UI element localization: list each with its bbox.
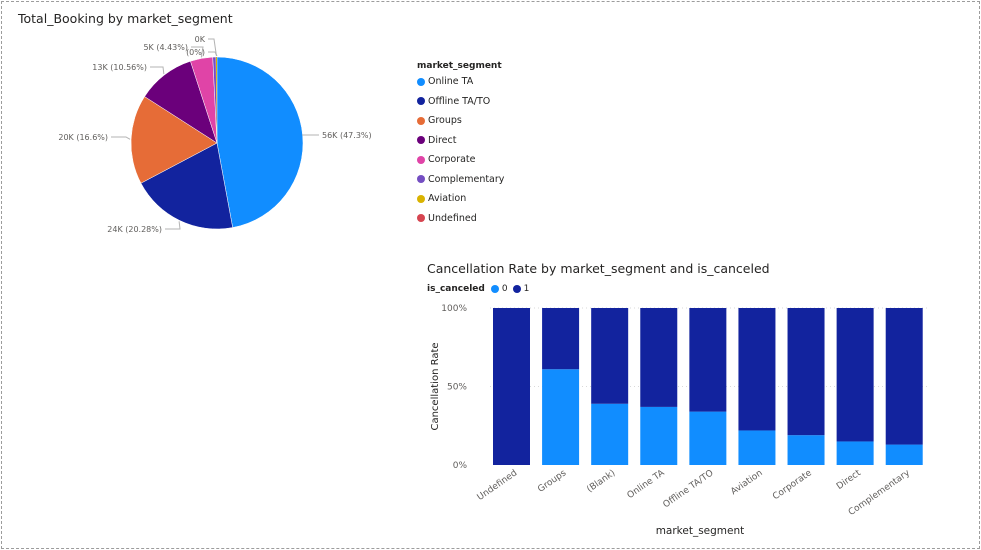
bar-segment[interactable] [542,369,580,465]
legend-marker [417,155,425,164]
legend-marker [417,136,425,144]
bar-segment[interactable] [689,411,727,465]
bar-legend-item[interactable]: 0 [490,284,508,294]
pie-legend-item[interactable]: Offline TA/TO [417,96,490,107]
pie-data-label: 24K (20.28%) [107,225,162,234]
legend-label: 0 [501,284,508,294]
bar-segment[interactable] [640,406,678,465]
pie-data-label: 0K [195,35,206,44]
bar-segment[interactable] [787,435,825,465]
bar-segment[interactable] [738,430,776,465]
bar-chart-title: Cancellation Rate by market_segment and … [427,261,770,276]
pie-data-label: 13K (10.56%) [92,63,147,72]
bar-segment[interactable] [542,308,580,370]
bar-segment[interactable] [591,308,629,404]
legend-label: Aviation [428,193,467,204]
pie-slice-groups[interactable] [130,96,218,184]
bar-segment[interactable] [836,308,874,442]
pie-data-label: (0%) [186,48,205,57]
pie-legend-item[interactable]: Direct [417,135,456,146]
bar-legend-item[interactable]: 1 [512,284,530,294]
bar-segment[interactable] [738,308,776,431]
legend-label: Corporate [428,154,476,165]
legend-marker [417,194,425,203]
pie-leader-line [191,46,204,58]
pie-legend-item[interactable]: Corporate [417,154,476,165]
pie-legend-item[interactable]: Online TA [417,76,473,87]
legend-label: Direct [428,134,457,146]
bar-segment[interactable] [836,441,874,465]
pie-slice-aviation[interactable] [215,57,217,143]
pie-legend-item[interactable]: Complementary [417,174,504,185]
legend-label: 1 [523,284,530,294]
pie-slice-complementary[interactable] [212,56,218,144]
pie-chart-title: Total_Booking by market_segment [18,11,233,26]
bar-legend: is_canceled 0 1 [427,284,534,294]
pie-chart[interactable]: 56K (47.3%) 24K (20.28%) 20K (16.6%) 13K (1… [0,30,400,280]
bar-segment[interactable] [885,308,923,445]
pie-data-label: 20K (16.6%) [58,133,108,142]
bar-segment[interactable] [689,308,727,412]
legend-label: Offline TA/TO [428,95,491,107]
pie-legend-item[interactable]: Groups [417,115,462,126]
legend-marker [490,285,499,293]
legend-marker [417,97,425,105]
pie-data-label: 56K (47.3%) [322,131,372,140]
legend-marker [512,285,521,293]
bar-segment[interactable] [591,403,629,465]
pie-data-label: 5K (4.43%) [143,43,188,52]
bar-segment[interactable] [787,308,825,436]
pie-leader-line [150,66,165,75]
legend-marker [417,116,425,125]
bar-segment[interactable] [885,444,923,465]
legend-label: Groups [428,115,462,126]
legend-marker [417,214,425,222]
legend-marker [417,77,425,86]
legend-marker [417,175,425,183]
pie-leader-line [208,51,218,57]
legend-label: Undefined [428,212,477,224]
bar-segment[interactable] [493,308,530,465]
bar-legend-title: is_canceled [427,284,485,294]
legend-label: Complementary [428,173,505,185]
bar-segment[interactable] [640,308,678,407]
pie-slice-offline-ta-to[interactable] [140,142,233,230]
pie-slice-online-ta[interactable] [216,56,304,228]
pie-legend-item[interactable]: Aviation [417,193,466,204]
legend-label: Online TA [428,76,474,87]
pie-leader-line [165,221,181,230]
pie-leader-line [111,136,131,140]
pie-legend-item[interactable]: Undefined [417,213,477,224]
pie-leader-line [208,38,217,57]
pie-legend-title: market_segment [417,61,502,71]
